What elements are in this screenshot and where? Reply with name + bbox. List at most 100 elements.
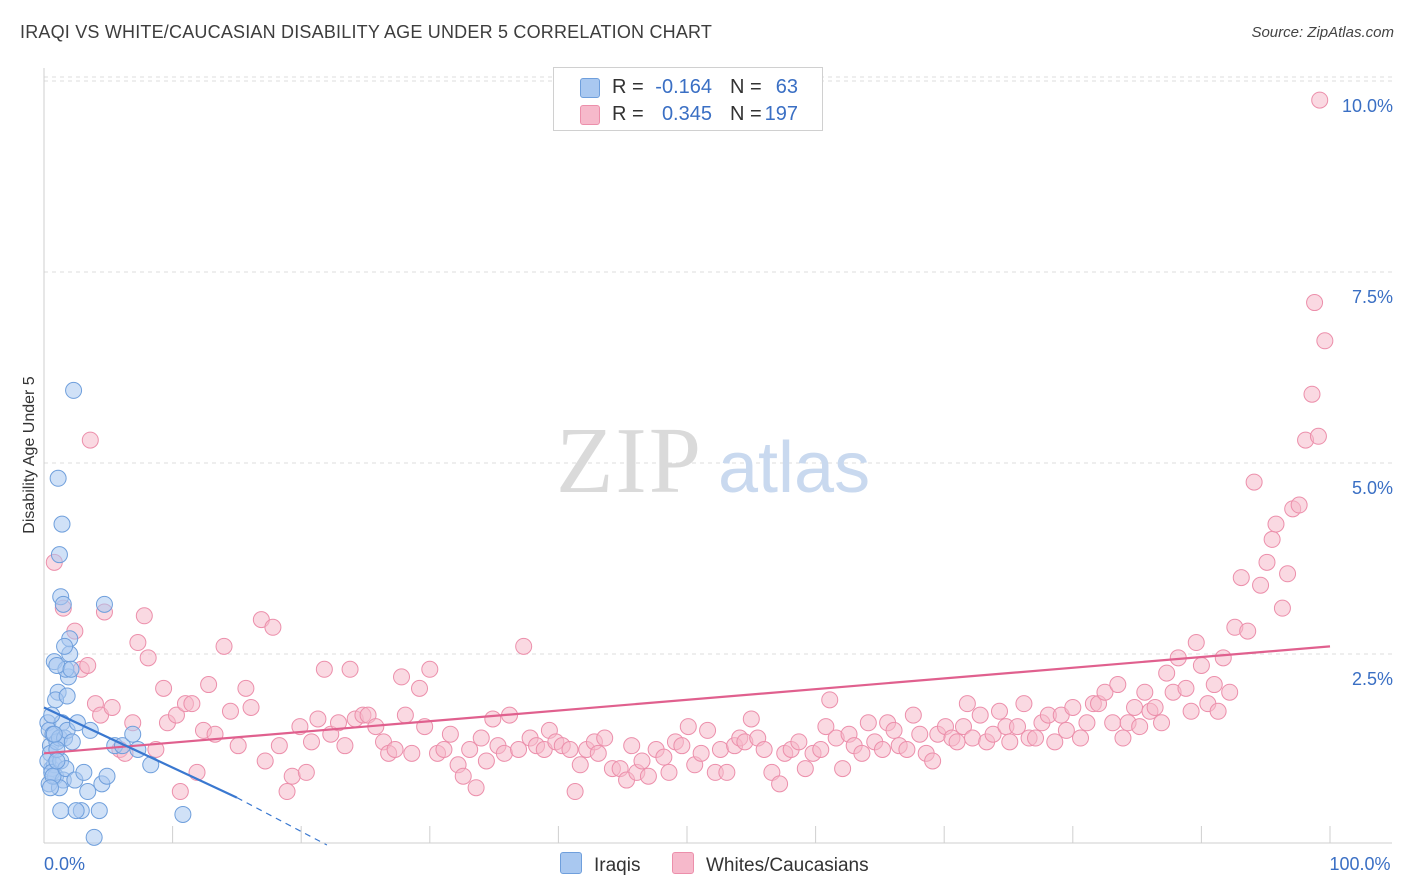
white-point [79,656,97,674]
iraqi-point [174,805,192,823]
iraqi-point [41,779,59,797]
white-point [329,714,347,732]
legend-row-iraqis: R = -0.164 N = 63 [554,74,822,100]
series-swatch-iraqis [560,852,582,874]
iraqi-point [63,733,81,751]
white-point [1316,332,1334,350]
legend-n-value: 197 [764,103,798,125]
iraqi-point [79,783,97,801]
series-swatch-whites [672,852,694,874]
white-point [1306,294,1324,312]
white-point [1303,385,1321,403]
iraqi-point [52,802,70,820]
white-point [1072,729,1090,747]
white-point [336,737,354,755]
white-point [421,660,439,678]
white-point [692,744,710,762]
white-point [81,431,99,449]
series-legend-item-iraqis[interactable]: Iraqis [560,852,640,877]
white-point [396,706,414,724]
white-point [1057,721,1075,739]
y-tick-label: 10.0% [1342,96,1393,116]
white-point [461,741,479,758]
x-tick-label: 100.0% [1329,854,1390,874]
x-tick-label: 0.0% [44,854,85,874]
iraqi-point [90,802,108,820]
white-point [596,729,614,747]
iraqi-point [49,469,67,487]
white-point [147,741,165,758]
white-point [984,725,1002,743]
iraqi-point [75,763,93,781]
white-point [948,733,966,751]
white-point [1064,698,1082,716]
white-point [963,729,981,747]
white-point [711,741,729,758]
white-point [954,718,972,736]
white-point [660,763,678,781]
white-point [167,706,185,724]
white-point [1158,664,1176,682]
watermark: ZIP atlas [556,409,870,513]
white-point [885,721,903,739]
white-point [1252,576,1270,594]
white-point [393,668,411,686]
legend-swatch-whites [580,105,600,125]
iraqi-trend-line [43,706,238,799]
white-point [859,714,877,732]
legend-n-label: N = [730,103,762,125]
white-point [873,741,891,758]
white-point [1126,698,1144,716]
white-point [411,679,429,697]
white-point [1146,698,1164,716]
white-point [1046,733,1064,751]
white-point [477,752,495,770]
white-point [270,737,288,755]
white-point [958,695,976,713]
white-point [229,737,247,755]
white-point [911,725,929,743]
white-point [589,744,607,762]
white-point [633,752,651,770]
white-point [1232,569,1250,587]
source-label: Source: ZipAtlas.com [1251,24,1394,41]
iraqi-point [85,828,103,846]
series-legend-label: Whites/Caucasians [706,855,869,876]
white-point [1267,515,1285,533]
white-point [1187,634,1205,652]
iraqi-point [56,637,74,655]
legend-r-value: -0.164 [655,76,712,98]
white-point [139,649,157,667]
white-point [155,679,173,697]
series-legend-item-whites[interactable]: Whites/Caucasians [672,852,869,877]
watermark-atlas: atlas [718,428,870,508]
iraqi-trend-extension [236,797,328,846]
iraqi-point [81,721,99,739]
white-point [215,637,233,655]
white-point [1209,702,1227,720]
white-point [403,744,421,762]
white-point [971,706,989,724]
white-point [1245,473,1263,491]
legend-r-value: 0.345 [661,103,712,125]
white-point [1104,714,1122,732]
white-point [1214,649,1232,667]
white-point [1015,695,1033,713]
white-point [1096,683,1114,701]
white-point [1153,714,1171,732]
legend-row-whites: R = 0.345 N = 197 [554,101,822,127]
iraqi-point [50,546,68,564]
data-points [39,91,1334,846]
iraqi-point [48,656,66,674]
trend-lines [43,645,1331,846]
white-point [200,676,218,694]
tick-labels: 2.5% 5.0% 7.5% 10.0% 0.0% 100.0% [44,96,1393,874]
white-point [291,718,309,736]
white-point [1192,656,1210,674]
white-point [454,767,472,785]
stats-legend: R = -0.164 N = 63 R = 0.345 N = 197 [553,67,823,131]
legend-r-label: R = [612,103,644,125]
white-point [510,741,528,758]
white-point [1290,496,1308,514]
